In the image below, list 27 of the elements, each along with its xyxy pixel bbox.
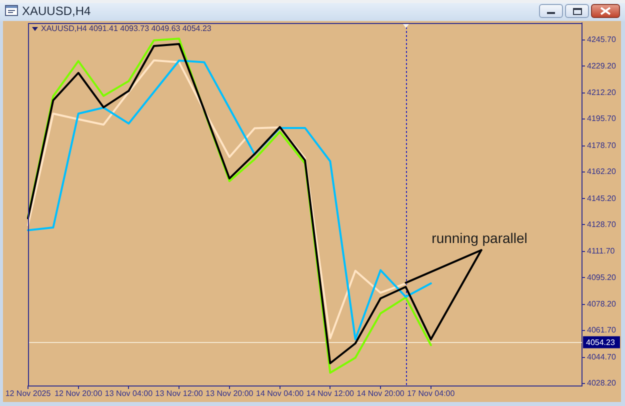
x-tick-label: 13 Nov 12:00 <box>155 389 204 398</box>
y-tick-label: 4229.20 <box>587 61 616 70</box>
y-tick-label: 4212.20 <box>587 88 616 98</box>
y-tick-label: 4145.20 <box>587 194 616 203</box>
y-tick-label: 4044.70 <box>587 352 616 362</box>
x-tick-label: 14 Nov 20:00 <box>356 389 405 398</box>
x-tick-label: 14 Nov 12:00 <box>306 389 355 398</box>
ref-line-label: 4054.23 <box>586 338 616 347</box>
y-tick-label: 4195.70 <box>587 114 616 124</box>
x-tick-label: 12 Nov 20:00 <box>54 389 103 398</box>
y-tick-label: 4095.20 <box>587 272 616 282</box>
x-tick-label: 12 Nov 2025 <box>5 389 52 398</box>
chart-subtitle: XAUUSD,H4 4091.41 4093.73 4049.63 4054.23 <box>41 24 212 34</box>
annotation: running parallel <box>432 230 528 246</box>
x-tick-label: 14 Nov 04:00 <box>256 389 304 398</box>
y-tick-label: 4128.70 <box>587 220 616 229</box>
x-tick-label: 13 Nov 20:00 <box>206 389 254 398</box>
chart-title: XAUUSD,H4 <box>22 3 91 19</box>
y-tick-label: 4078.20 <box>587 300 616 309</box>
y-tick-label: 4111.70 <box>587 246 616 256</box>
y-tick-label: 4028.20 <box>587 378 616 388</box>
y-tick-label: 4162.20 <box>587 167 616 176</box>
y-tick-label: 4061.70 <box>587 326 616 335</box>
x-tick-label: 13 Nov 04:00 <box>104 389 154 398</box>
y-tick-label: 4245.70 <box>587 35 616 44</box>
x-tick-label: 17 Nov 04:00 <box>407 389 456 398</box>
y-tick-label: 4178.70 <box>587 140 616 150</box>
